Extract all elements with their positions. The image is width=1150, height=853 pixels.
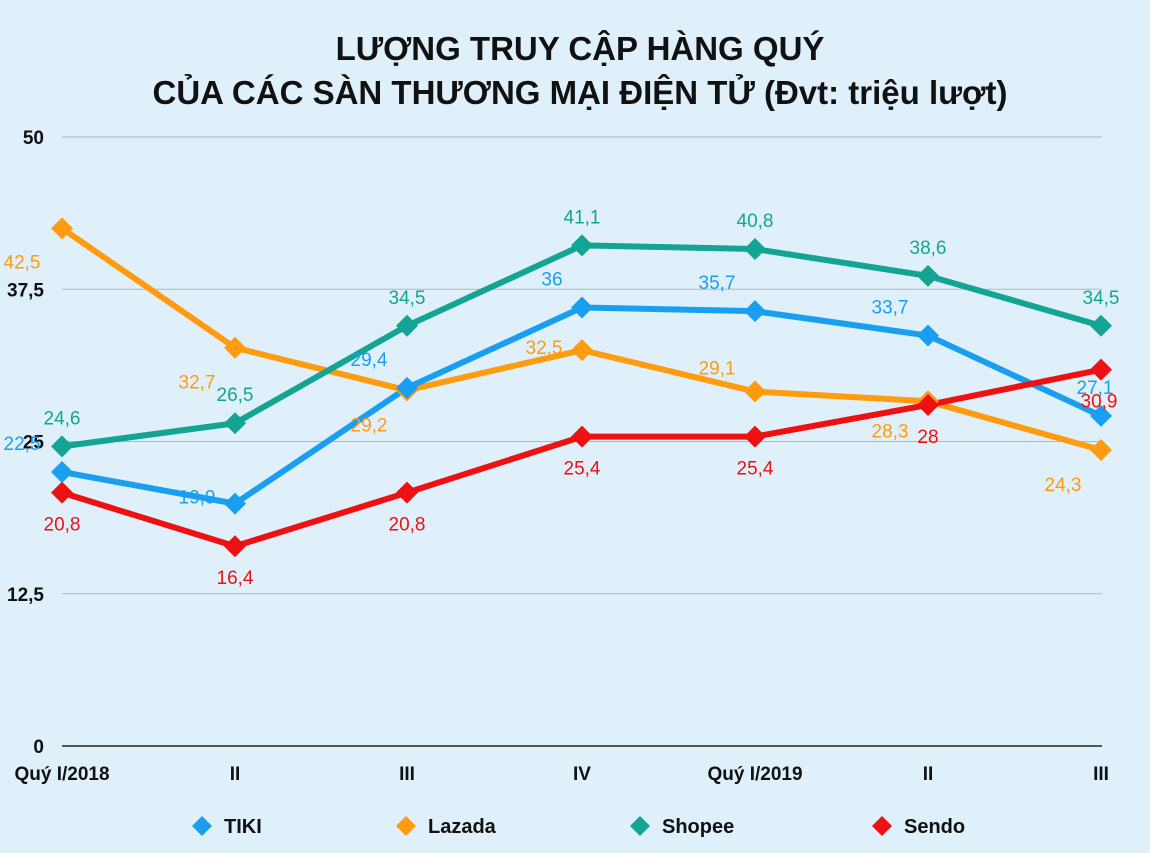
data-label: 35,7 <box>699 273 736 294</box>
data-label: 30,9 <box>1081 392 1118 413</box>
x-tick-label: III <box>399 764 415 785</box>
data-label: 41,1 <box>564 207 601 228</box>
data-point <box>224 492 246 515</box>
data-point <box>917 393 939 416</box>
x-tick-label: Quý I/2019 <box>707 764 802 785</box>
data-label: 33,7 <box>872 298 909 319</box>
data-label: 27,1 <box>1077 378 1114 399</box>
data-label: 28 <box>917 427 938 448</box>
data-point <box>744 300 766 323</box>
x-tick-label: II <box>230 764 241 785</box>
data-point <box>744 238 766 261</box>
data-point <box>571 296 593 319</box>
data-point <box>1090 358 1112 381</box>
data-point <box>571 234 593 257</box>
data-point <box>51 460 73 483</box>
data-label: 24,6 <box>44 408 81 429</box>
data-point <box>396 481 418 504</box>
data-label: 36 <box>541 270 562 291</box>
x-tick-label: III <box>1093 764 1109 785</box>
y-tick-label: 25 <box>23 433 45 454</box>
data-label: 34,5 <box>389 288 426 309</box>
legend-label: Shopee <box>662 816 734 838</box>
data-point <box>1090 314 1112 337</box>
x-tick-label: IV <box>573 764 591 785</box>
data-point <box>51 481 73 504</box>
legend-label: Sendo <box>904 816 965 838</box>
legend-marker-tiki <box>192 816 212 836</box>
data-label: 40,8 <box>737 211 774 232</box>
data-point <box>224 336 246 359</box>
data-point <box>224 535 246 558</box>
data-label: 29,1 <box>699 359 736 380</box>
data-point <box>917 264 939 287</box>
data-label: 20,8 <box>44 515 81 536</box>
data-label: 26,5 <box>217 385 254 406</box>
chart-title: LƯỢNG TRUY CẬP HÀNG QUÝ <box>336 30 825 67</box>
data-point <box>396 376 418 399</box>
data-label: 38,6 <box>910 238 947 259</box>
data-label: 24,3 <box>1045 475 1082 496</box>
data-label: 32,5 <box>526 338 563 359</box>
data-label: 25,4 <box>737 459 774 480</box>
x-tick-label: II <box>923 764 934 785</box>
data-label: 34,5 <box>1083 288 1120 309</box>
data-point <box>1090 404 1112 427</box>
legend-label: Lazada <box>428 816 497 838</box>
data-label: 28,3 <box>872 421 909 442</box>
data-label: 20,8 <box>389 515 426 536</box>
y-tick-label: 37,5 <box>7 280 44 301</box>
chart-subtitle: CỦA CÁC SÀN THƯƠNG MẠI ĐIỆN TỬ (Đvt: tri… <box>152 74 1007 111</box>
data-point <box>224 412 246 435</box>
data-label: 16,4 <box>217 568 254 589</box>
data-label: 29,2 <box>351 415 388 436</box>
data-label: 42,5 <box>4 252 41 273</box>
data-point <box>571 339 593 362</box>
data-label: 29,4 <box>351 350 388 371</box>
data-point <box>744 380 766 403</box>
data-point <box>571 425 593 448</box>
data-point <box>744 425 766 448</box>
legend-label: TIKI <box>224 816 262 838</box>
series-line-lazada <box>59 225 1104 454</box>
data-label: 22,5 <box>4 434 41 455</box>
data-label: 32,7 <box>179 373 216 394</box>
y-tick-label: 50 <box>23 128 44 149</box>
data-point <box>917 324 939 347</box>
x-tick-label: Quý I/2018 <box>14 764 109 785</box>
legend-marker-sendo <box>872 816 892 836</box>
legend-marker-shopee <box>630 816 650 836</box>
legend-marker-lazada <box>396 816 416 836</box>
data-point <box>1090 439 1112 462</box>
data-point <box>51 435 73 458</box>
data-point <box>396 314 418 337</box>
data-point <box>51 217 73 240</box>
data-label: 25,4 <box>564 459 601 480</box>
data-label: 19,9 <box>179 488 216 509</box>
y-tick-label: 0 <box>33 737 44 758</box>
y-tick-label: 12,5 <box>7 585 44 606</box>
